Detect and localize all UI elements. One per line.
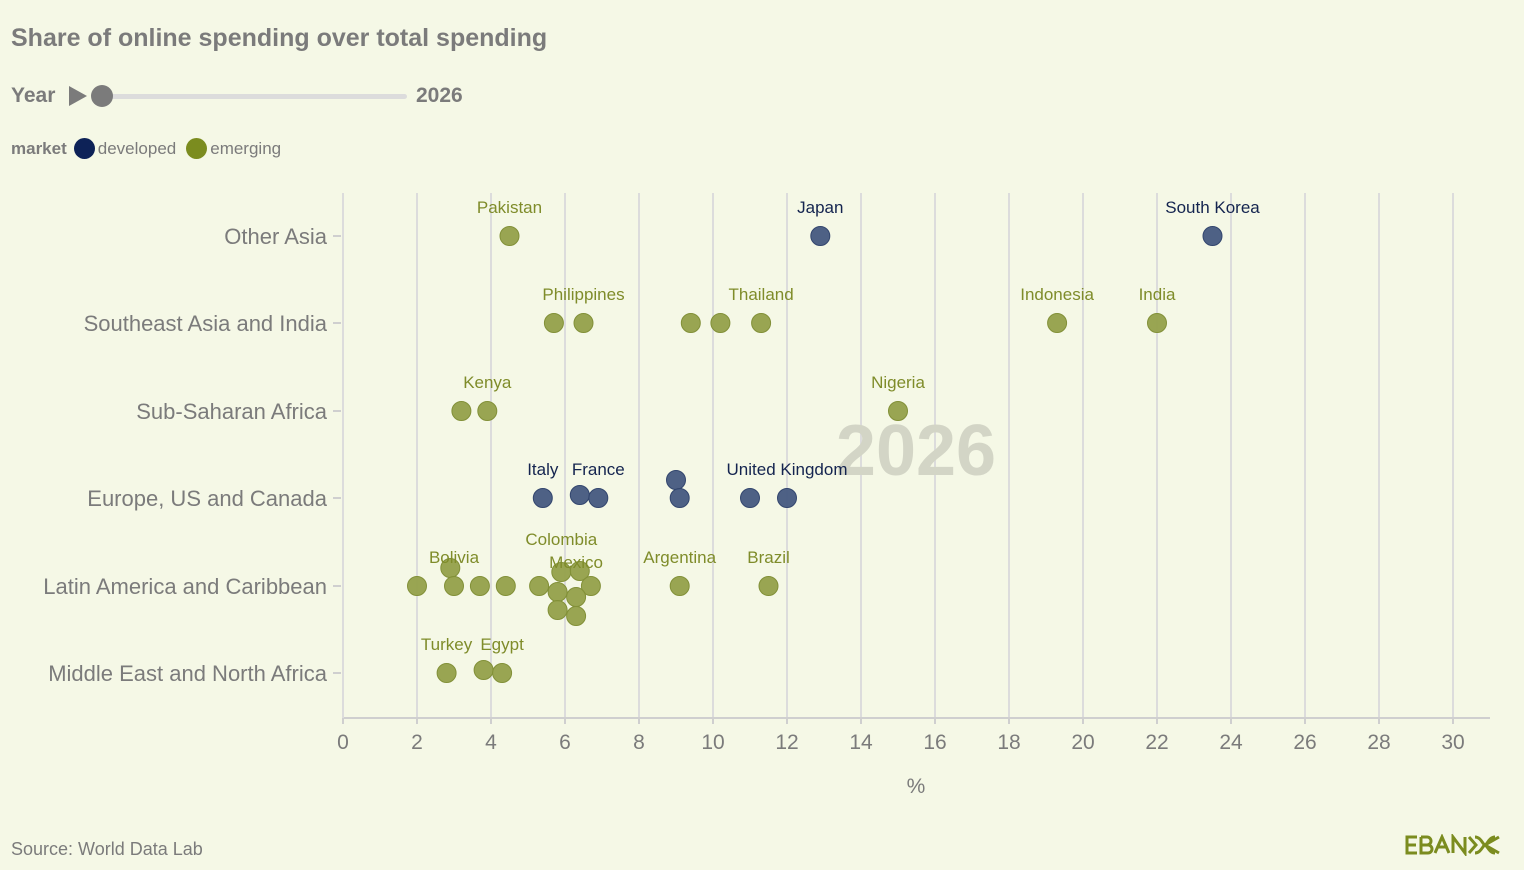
source-note: Source: World Data Lab <box>11 839 203 859</box>
ebanx-logo <box>1405 832 1501 863</box>
data-point-emerging <box>492 663 513 683</box>
y-category-label: Middle East and North Africa <box>48 661 328 686</box>
x-tick-label: 10 <box>701 731 724 754</box>
y-category-label: Sub-Saharan Africa <box>136 399 328 424</box>
x-tick-label: 14 <box>849 731 873 754</box>
data-point-emerging <box>473 660 494 680</box>
data-point-label: Japan <box>797 198 843 217</box>
legend: market developed emerging <box>11 138 291 159</box>
data-point-emerging <box>547 600 568 620</box>
data-point-developed <box>666 470 686 490</box>
data-point-developed <box>810 226 831 246</box>
data-point-emerging <box>710 313 731 333</box>
data-point-emerging <box>529 576 550 596</box>
data-point-emerging <box>1147 313 1167 333</box>
x-tick-label: 22 <box>1145 731 1168 754</box>
data-point-emerging <box>436 663 457 683</box>
data-point-developed <box>669 488 690 508</box>
x-tick-label: 2 <box>411 731 423 754</box>
year-slider-thumb[interactable] <box>91 85 113 107</box>
data-point-label: Argentina <box>643 548 716 567</box>
y-category-label: Latin America and Caribbean <box>43 574 327 599</box>
y-category-label: Other Asia <box>224 224 327 249</box>
data-point-label: Colombia <box>525 530 597 549</box>
legend-swatch-developed <box>73 138 95 159</box>
year-watermark: 2026 <box>836 411 996 491</box>
data-point-emerging <box>758 576 779 596</box>
data-point-developed <box>740 488 760 508</box>
legend-title: market <box>11 138 67 158</box>
data-point-developed <box>1202 226 1223 246</box>
x-tick-label: 6 <box>559 731 571 754</box>
data-point-emerging <box>477 401 498 421</box>
x-tick-label: 26 <box>1293 731 1316 754</box>
data-point-label: France <box>572 460 625 479</box>
data-point-emerging <box>580 576 601 596</box>
x-tick-label: 12 <box>775 731 798 754</box>
x-axis-title: % <box>907 775 926 798</box>
x-tick-label: 30 <box>1441 731 1464 754</box>
data-point-label: Pakistan <box>477 198 542 217</box>
data-point-label: Turkey <box>421 635 473 654</box>
legend-label: developed <box>97 138 177 158</box>
data-point-emerging <box>669 576 690 596</box>
data-point-emerging <box>444 576 464 596</box>
data-point-emerging <box>495 576 516 596</box>
data-point-emerging <box>407 576 427 596</box>
legend-swatch-emerging <box>186 138 208 159</box>
year-slider-label: Year <box>11 84 56 107</box>
data-point-emerging <box>566 587 587 607</box>
data-point-emerging <box>573 313 594 333</box>
data-point-emerging <box>451 401 472 421</box>
data-point-developed <box>532 488 553 508</box>
data-point-emerging <box>547 582 568 602</box>
data-point-label: Egypt <box>480 635 524 654</box>
y-category-label: Southeast Asia and India <box>84 311 328 336</box>
data-point-emerging <box>888 401 908 421</box>
legend-label: emerging <box>210 138 282 158</box>
data-point-label: Kenya <box>463 373 512 392</box>
data-point-label: Brazil <box>747 548 790 567</box>
x-tick-label: 20 <box>1071 731 1094 754</box>
data-point-label: Mexico <box>549 553 603 572</box>
data-point-label: Italy <box>527 460 559 479</box>
year-slider-value: 2026 <box>416 84 463 107</box>
data-point-emerging <box>680 313 701 333</box>
x-tick-label: 0 <box>337 731 349 754</box>
x-tick-label: 16 <box>923 731 946 754</box>
x-tick-label: 4 <box>485 731 497 754</box>
data-point-emerging <box>1047 313 1068 333</box>
data-point-emerging <box>566 606 587 626</box>
legend-item-developed[interactable]: developed <box>73 138 177 159</box>
data-point-label: Nigeria <box>871 373 925 392</box>
x-tick-label: 18 <box>997 731 1020 754</box>
data-point-label: South Korea <box>1165 198 1260 217</box>
data-point-emerging <box>751 313 772 333</box>
data-point-label: Indonesia <box>1020 285 1094 304</box>
data-point-label: India <box>1139 285 1176 304</box>
data-point-developed <box>569 485 590 505</box>
chart-title: Share of online spending over total spen… <box>11 24 548 52</box>
data-point-developed <box>777 488 797 508</box>
legend-item-emerging[interactable]: emerging <box>186 138 281 159</box>
y-category-label: Europe, US and Canada <box>87 486 327 511</box>
data-point-emerging <box>469 576 490 596</box>
data-point-emerging <box>499 226 520 246</box>
x-tick-label: 24 <box>1219 731 1243 754</box>
year-slider-track[interactable] <box>100 94 407 99</box>
play-icon[interactable] <box>69 86 87 106</box>
data-point-label: Thailand <box>728 285 793 304</box>
x-tick-label: 8 <box>633 731 645 754</box>
data-point-label: Philippines <box>542 285 624 304</box>
data-point-emerging <box>569 561 590 581</box>
data-point-developed <box>588 488 609 508</box>
x-tick-label: 28 <box>1367 731 1390 754</box>
data-point-label: Bolivia <box>429 548 480 567</box>
data-point-label: United Kingdom <box>727 460 848 479</box>
data-point-emerging <box>543 313 564 333</box>
